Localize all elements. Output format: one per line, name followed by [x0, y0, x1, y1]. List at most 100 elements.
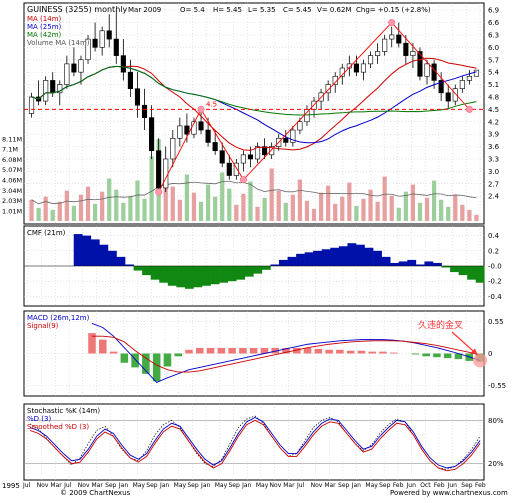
cmf-title: CMF (21m) — [27, 229, 66, 237]
candle-body — [269, 146, 275, 156]
cmf-tick-label: -0.0 — [488, 263, 502, 271]
macd-histogram-bar — [99, 339, 107, 354]
macd-histogram-bar — [88, 333, 96, 354]
cmf-area-segment — [432, 262, 442, 266]
macd-histogram-bar — [142, 353, 150, 374]
price-tick-label: 3.6 — [488, 143, 500, 151]
volume-bar — [92, 203, 98, 221]
macd-histogram-bar — [239, 347, 247, 354]
cmf-area-segment — [304, 252, 314, 266]
volume-bar — [269, 168, 274, 221]
moving-averages: 4.5 — [24, 19, 484, 196]
cmf-area-segment — [287, 256, 297, 266]
cmf-area-segment — [184, 266, 194, 289]
candle-body — [473, 69, 480, 77]
volume-bar — [220, 172, 225, 221]
crossover-highlight — [473, 353, 487, 368]
macd-histogram-bar — [271, 347, 279, 354]
legend-ma14: MA (14m) — [27, 15, 62, 23]
cmf-area-segment — [202, 266, 211, 286]
candle-body — [382, 38, 388, 52]
price-tick-label: 6.6 — [488, 19, 500, 27]
macd-histogram-bar — [303, 347, 312, 354]
cmf-area-segment — [167, 266, 177, 286]
candle-body — [403, 42, 409, 56]
cmf-area-segment — [150, 266, 160, 280]
volume-bar — [64, 190, 69, 221]
price-tick-label: 6.3 — [488, 31, 499, 39]
cmf-area-segment — [450, 266, 459, 273]
cmf-area-segment — [321, 249, 331, 266]
macd-histogram-bar — [422, 353, 430, 357]
stochastic-lines — [29, 415, 481, 472]
volume-tick-label: 5.07M — [2, 166, 22, 174]
x-tick-label: Jul — [22, 482, 31, 489]
x-tick-label: Feb — [434, 482, 445, 489]
volume-bar — [248, 181, 253, 221]
candle-body — [240, 154, 246, 164]
volume-bar — [333, 203, 338, 221]
cmf-area-segment — [176, 266, 186, 288]
candle-body — [233, 162, 239, 176]
cmf-area-segment — [338, 246, 348, 266]
footer-powered: Powered by www.chartnexus.com — [390, 489, 508, 497]
cmf-area-segment — [364, 247, 374, 266]
swing-point-marker — [388, 19, 396, 27]
volume-bar — [100, 191, 105, 221]
x-tick-label: Jan — [118, 482, 128, 489]
header-change: Chg= +0.15 (+2.8%) — [356, 6, 431, 14]
volume-bar — [283, 202, 288, 221]
candle-body — [99, 30, 105, 48]
volume-tick-label: 2.03M — [2, 197, 22, 205]
volume-bar — [424, 197, 430, 221]
stoch-tick-label: 80% — [488, 417, 504, 425]
candle-body — [28, 96, 35, 114]
signal-line — [92, 335, 481, 373]
cmf-area-segment — [219, 266, 228, 283]
x-tick-label: Feb — [393, 482, 404, 489]
volume-bar — [467, 209, 472, 221]
candle-body — [198, 121, 204, 131]
legend-ma25: MA (25m) — [27, 23, 62, 31]
volume-bar — [205, 184, 211, 221]
volume-bar — [368, 189, 373, 221]
price-tick-label: 3.0 — [488, 168, 499, 176]
macd-histogram-bar — [109, 351, 118, 354]
macd-histogram-bar — [196, 347, 204, 354]
price-tick-label: 6.0 — [488, 44, 499, 52]
x-tick-label: May — [256, 482, 269, 489]
cmf-area-segment — [107, 250, 117, 266]
volume-bar — [439, 199, 444, 221]
candle-body — [353, 63, 359, 73]
header-date: Mar 2009 — [128, 6, 161, 14]
macd-histogram-bar — [368, 351, 376, 354]
x-tick-label: Nov — [311, 482, 323, 489]
volume-bar — [417, 202, 423, 221]
volume-bar — [142, 198, 147, 221]
cmf-area-segment — [330, 247, 340, 266]
candle-body — [360, 63, 367, 73]
annotation-arrowhead — [471, 348, 478, 356]
volume-bar — [57, 201, 62, 221]
volume-bar — [290, 194, 295, 221]
candle-body — [297, 121, 303, 131]
cmf-area-segment — [415, 264, 425, 266]
volume-bar — [36, 207, 41, 221]
candle-body — [43, 80, 49, 102]
cmf-area-segment — [398, 261, 408, 266]
price-tick-label: 3.3 — [488, 155, 499, 163]
macd-annotation: 久违的金叉 — [418, 319, 463, 331]
candle-body — [106, 30, 112, 40]
candle-body — [92, 38, 98, 48]
volume-bar — [262, 197, 267, 221]
macd-histogram-bar — [357, 350, 366, 354]
x-tick-label: Oct — [420, 482, 431, 489]
volume-ma-line — [31, 180, 477, 205]
x-tick-label: Sep — [461, 482, 473, 489]
header-high: H= 5.45 — [213, 6, 242, 14]
cmf-area-segment — [210, 266, 220, 285]
candle-body — [57, 84, 63, 94]
cmf-area-segment — [133, 266, 143, 271]
macd-histogram-bar — [260, 347, 269, 354]
volume-bar — [318, 192, 324, 221]
